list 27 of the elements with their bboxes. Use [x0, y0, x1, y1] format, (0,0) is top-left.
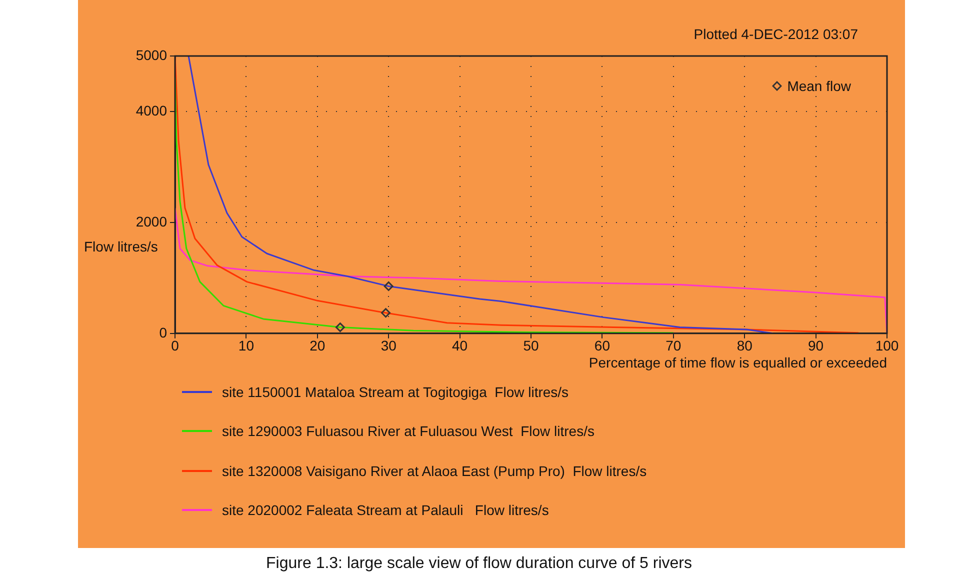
x-tick-label: 10	[238, 338, 254, 354]
x-tick-label: 0	[171, 338, 180, 354]
x-tick-label: 80	[736, 338, 753, 354]
x-tick-label: 60	[594, 338, 610, 354]
x-tick-label: 70	[666, 338, 682, 354]
legend-label: site 1320008 Vaisigano River at Alaoa East (Pump Pro) Flow litres/s	[222, 462, 647, 479]
point	[381, 308, 390, 318]
y-tick-label: 0	[159, 324, 168, 340]
y-tick-label: 2000	[136, 213, 168, 230]
caption: Figure 1.3: large scale view of flow duration curve of 5 rivers	[265, 555, 693, 573]
x-axis-title: Percentage of time flow is equalled or exceeded	[588, 354, 887, 370]
point	[335, 322, 345, 332]
x-tick-label: 50	[523, 338, 539, 354]
legend-label: Mean flow	[787, 78, 851, 94]
y-axis-title: Flow litres/s	[84, 238, 158, 254]
y-tick-label: 4000	[136, 102, 168, 118]
legend-label: site 2020002 Faleata Stream at Palauli Flow litres/s	[222, 502, 549, 518]
x-tick-label: 30	[380, 338, 397, 354]
x-tick-label: 20	[310, 338, 326, 354]
legend-label: site 1150001 Mataloa Stream at Togitogiga Flow litres/s	[222, 384, 569, 400]
x-tick-label: 100	[875, 338, 899, 354]
x-tick-label: 90	[808, 338, 824, 354]
legend-label: site 1290003 Fuluasou River at Fuluasou West Flow litres/s	[222, 423, 594, 440]
point	[384, 281, 394, 291]
text: Plotted 4-DEC-2012 03:07	[694, 26, 858, 42]
x-tick-label: 40	[452, 338, 468, 354]
y-tick-label: 5000	[136, 46, 168, 63]
